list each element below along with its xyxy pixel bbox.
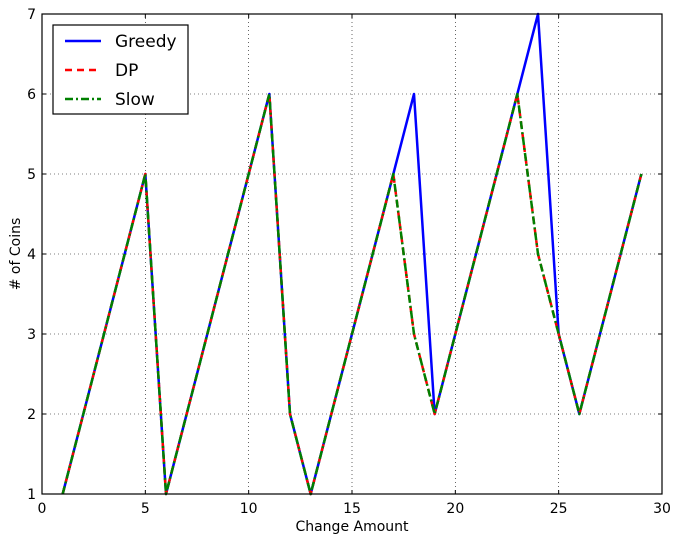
x-tick-label: 25 <box>550 501 568 517</box>
x-axis-label: Change Amount <box>295 519 409 535</box>
x-tick-label: 5 <box>141 501 150 517</box>
x-tick-label: 20 <box>446 501 464 517</box>
legend: Greedy DP Slow <box>52 24 189 115</box>
x-tick-label: 30 <box>653 501 671 517</box>
axis-ticks: 0 5 10 15 20 25 30 1 2 3 4 5 6 7 <box>27 7 671 517</box>
y-tick-label: 7 <box>27 7 36 23</box>
legend-label-greedy: Greedy <box>115 32 177 52</box>
y-tick-label: 3 <box>27 327 36 343</box>
legend-label-slow: Slow <box>115 90 155 110</box>
y-tick-label: 4 <box>27 247 36 263</box>
y-tick-label: 6 <box>27 87 36 103</box>
y-tick-label: 5 <box>27 167 36 183</box>
series-line-slow <box>61 92 643 496</box>
legend-label-dp: DP <box>115 61 138 81</box>
plot-area <box>61 12 643 496</box>
x-tick-label: 15 <box>343 501 361 517</box>
y-axis-label: # of Coins <box>8 218 24 291</box>
x-tick-label: 10 <box>240 501 258 517</box>
x-tick-label: 0 <box>38 501 47 517</box>
y-tick-label: 1 <box>27 487 36 503</box>
y-tick-label: 2 <box>27 407 36 423</box>
